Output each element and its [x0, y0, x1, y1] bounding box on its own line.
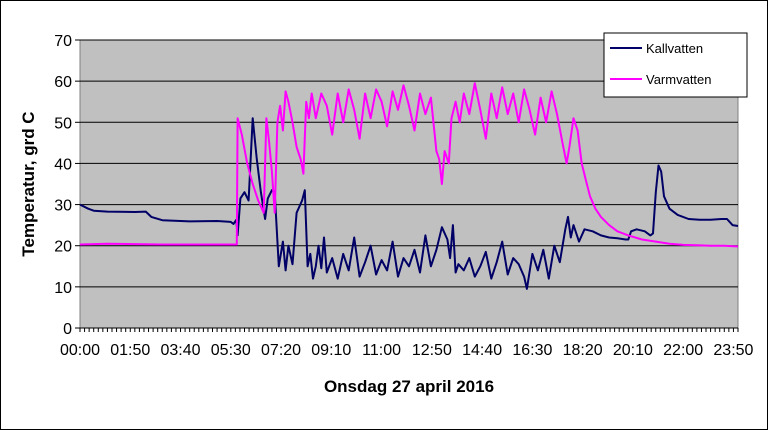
x-tick-label: 01:50 — [110, 342, 150, 359]
x-tick-label: 07:20 — [261, 342, 301, 359]
y-tick-label: 70 — [54, 33, 72, 50]
x-tick-label: 11:00 — [362, 342, 401, 359]
series-line-varmvatten — [79, 82, 739, 248]
legend-label-varmvatten: Varmvatten — [646, 72, 712, 87]
x-tick-label: 03:40 — [161, 342, 201, 359]
y-axis-title: Temperatur, grd C — [19, 111, 38, 256]
y-tick-label: 10 — [54, 280, 72, 297]
y-tick-label: 60 — [54, 74, 72, 91]
y-tick-label: 0 — [63, 321, 72, 338]
y-axis-tick-labels: 0 10 20 30 40 50 60 70 — [54, 33, 72, 338]
legend: Kallvatten Varmvatten — [603, 32, 748, 98]
x-tick-label: 16:30 — [512, 342, 552, 359]
x-axis-title: Onsdag 27 april 2016 — [324, 377, 494, 396]
series-line-kallvatten — [79, 117, 739, 290]
x-tick-label: 18:20 — [563, 342, 603, 359]
x-tick-label: 23:50 — [713, 342, 753, 359]
y-tick-label: 20 — [54, 239, 72, 256]
x-axis-tick-labels: 00:00 01:50 03:40 05:30 07:20 09:10 11:00 12:50… — [60, 342, 754, 359]
y-tick-label: 30 — [54, 198, 72, 215]
x-tick-label: 20:10 — [613, 342, 653, 359]
x-tick-label: 12:50 — [412, 342, 452, 359]
x-tick-label: 22:00 — [663, 342, 703, 359]
series-lines — [79, 82, 739, 290]
x-tick-label: 14:40 — [462, 342, 502, 359]
x-axis-ticks — [79, 327, 739, 332]
x-tick-label: 05:30 — [211, 342, 251, 359]
x-tick-label: 09:10 — [311, 342, 351, 359]
legend-label-kallvatten: Kallvatten — [646, 41, 703, 56]
x-tick-label: 00:00 — [60, 342, 100, 359]
y-tick-label: 40 — [54, 156, 72, 173]
y-tick-label: 50 — [54, 115, 72, 132]
legend-box — [603, 32, 748, 98]
